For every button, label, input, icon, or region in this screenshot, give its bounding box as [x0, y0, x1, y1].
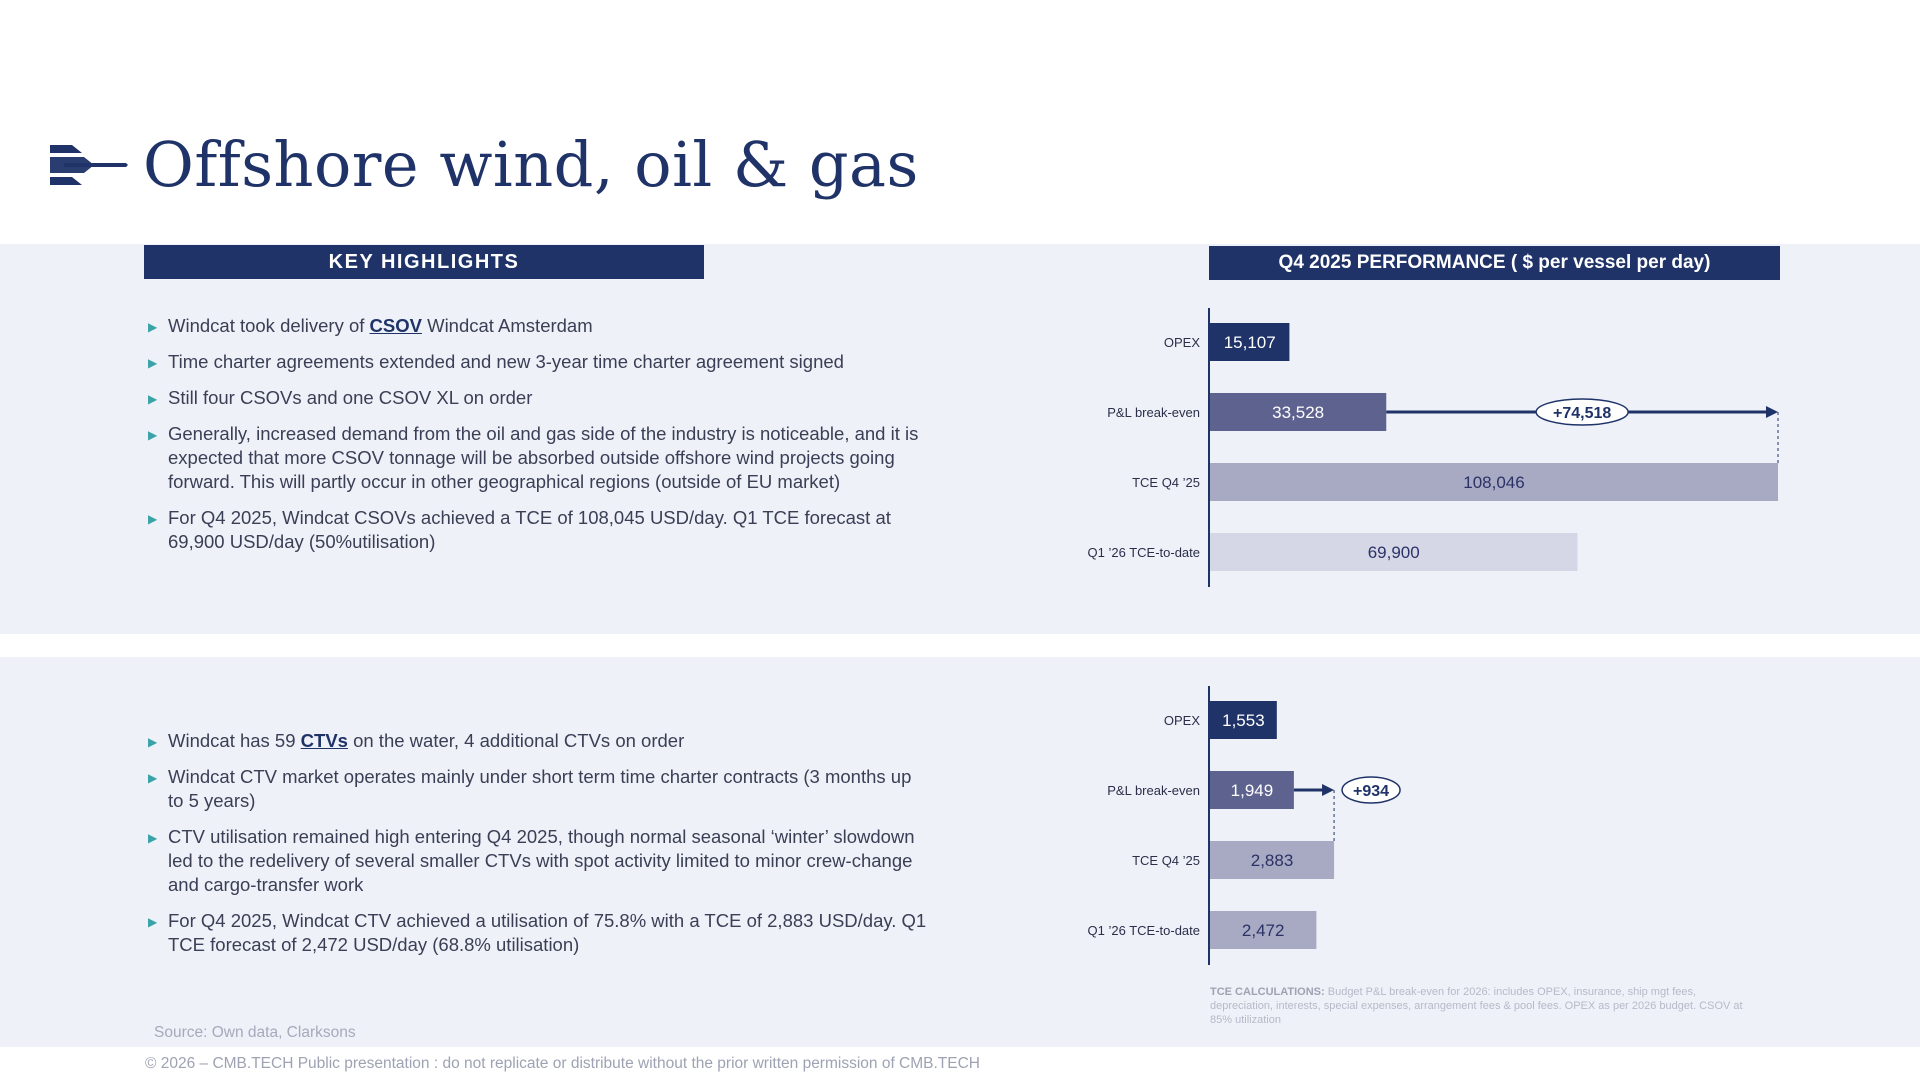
bullet-text: Windcat has 59 [168, 730, 301, 751]
data-label: 2,472 [1242, 921, 1285, 940]
annotation-label: +934 [1353, 783, 1389, 800]
bullet-arrow-icon: ▶ [148, 735, 158, 749]
annotation-arrowhead-icon [1322, 784, 1335, 796]
page-title: Offshore wind, oil & gas [143, 128, 919, 201]
bullet-text: Generally, increased demand from the oil… [168, 423, 919, 492]
bar [1210, 393, 1387, 431]
bullet-item: ▶ CTV utilisation remained high entering … [148, 825, 928, 897]
bullet-text: Windcat Amsterdam [421, 315, 593, 336]
footer [0, 1047, 1920, 1080]
bullet-text: Windcat took delivery of [168, 315, 370, 336]
bullet-item: ▶ Windcat CTV market operates mainly unde… [148, 765, 928, 813]
bullet-item: ▶ For Q4 2025, Windcat CSOVs achieved a T… [148, 506, 928, 554]
bullet-item: ▶ Time charter agreements extended and ne… [148, 350, 928, 374]
tce-calculations-label: TCE CALCULATIONS: [1210, 986, 1325, 998]
bullet-text: For Q4 2025, Windcat CSOVs achieved a TC… [168, 507, 891, 552]
annotation-label: +74,518 [1553, 405, 1611, 422]
category-label: OPEX [1164, 713, 1200, 728]
bullet-arrow-icon: ▶ [148, 915, 158, 929]
data-label: 108,046 [1463, 473, 1524, 492]
bullet-arrow-icon: ▶ [148, 512, 158, 526]
bullet-item: ▶ Windcat took delivery of CSOV Windcat A… [148, 314, 928, 338]
category-label: OPEX [1164, 335, 1200, 350]
source-note: Source: Own data, Clarksons [154, 1024, 356, 1041]
bullet-item: ▶ Windcat has 59 CTVs on the water, 4 add… [148, 729, 928, 753]
data-label: 2,883 [1251, 851, 1294, 870]
bullet-arrow-icon: ▶ [148, 831, 158, 845]
bullet-arrow-icon: ▶ [148, 392, 158, 406]
csov-performance-chart: OPEX 15,107 P&L break-even 33,528 TCE Q4 ’25… [1088, 308, 1779, 587]
bullet-item: ▶ Generally, increased demand from the oi… [148, 422, 928, 494]
bar [1210, 771, 1294, 809]
bar [1210, 911, 1317, 949]
bullet-arrow-icon: ▶ [148, 428, 158, 442]
tce-calculations-text: Budget P&L break-even for 2026: includes… [1210, 986, 1743, 1026]
data-label: 1,553 [1222, 711, 1265, 730]
bar [1210, 323, 1290, 361]
bullet-keyword-link[interactable]: CSOV [369, 315, 422, 336]
bullet-text: For Q4 2025, Windcat CTV achieved a util… [168, 910, 927, 955]
ctv-highlights-list: ▶ Windcat has 59 CTVs on the water, 4 add… [148, 729, 928, 969]
annotation-arrowhead-icon [1766, 406, 1778, 418]
bar [1210, 701, 1277, 739]
category-label: Q1 ’26 TCE-to-date [1088, 923, 1200, 938]
data-label: 33,528 [1272, 403, 1324, 422]
data-label: 1,949 [1231, 781, 1274, 800]
category-label: P&L break-even [1107, 405, 1200, 420]
data-label: 69,900 [1368, 543, 1420, 562]
bullet-text: Windcat CTV market operates mainly under… [168, 766, 912, 811]
category-label: P&L break-even [1107, 783, 1200, 798]
category-label: TCE Q4 ’25 [1132, 475, 1200, 490]
bullet-item: ▶ Still four CSOVs and one CSOV XL on ord… [148, 386, 928, 410]
bullet-text: on the water, 4 additional CTVs on order [347, 730, 685, 751]
bullet-text: Still four CSOVs and one CSOV XL on orde… [168, 387, 533, 408]
performance-header: Q4 2025 PERFORMANCE ( $ per vessel per d… [1209, 246, 1780, 280]
bullet-text: CTV utilisation remained high entering Q… [168, 826, 915, 895]
key-highlights-header: KEY HIGHLIGHTS [144, 245, 704, 279]
bullet-keyword-link[interactable]: CTVs [300, 730, 348, 751]
tce-calculations-note: TCE CALCULATIONS: Budget P&L break-even … [1210, 985, 1750, 1027]
top-section-background [0, 244, 1920, 634]
bullet-text: Time charter agreements extended and new… [168, 351, 844, 372]
bar [1210, 463, 1778, 501]
bullet-item: ▶ For Q4 2025, Windcat CTV achieved a uti… [148, 909, 928, 957]
data-label: 15,107 [1224, 333, 1276, 352]
annotation-bubble [1535, 398, 1629, 426]
bullet-arrow-icon: ▶ [148, 356, 158, 370]
cmb-tech-logo-icon [50, 145, 128, 185]
bar [1210, 533, 1578, 571]
bar [1210, 841, 1335, 879]
bullet-arrow-icon: ▶ [148, 320, 158, 334]
bullet-arrow-icon: ▶ [148, 771, 158, 785]
category-label: TCE Q4 ’25 [1132, 853, 1200, 868]
ctv-performance-chart: OPEX 1,553 P&L break-even 1,949 TCE Q4 ’25 2,… [1088, 686, 1401, 965]
bottom-section-background [0, 657, 1920, 1047]
csov-highlights-list: ▶ Windcat took delivery of CSOV Windcat A… [148, 314, 928, 566]
annotation-bubble [1341, 776, 1401, 804]
copyright-notice: © 2026 – CMB.TECH Public presentation : … [145, 1055, 980, 1072]
category-label: Q1 ’26 TCE-to-date [1088, 545, 1200, 560]
